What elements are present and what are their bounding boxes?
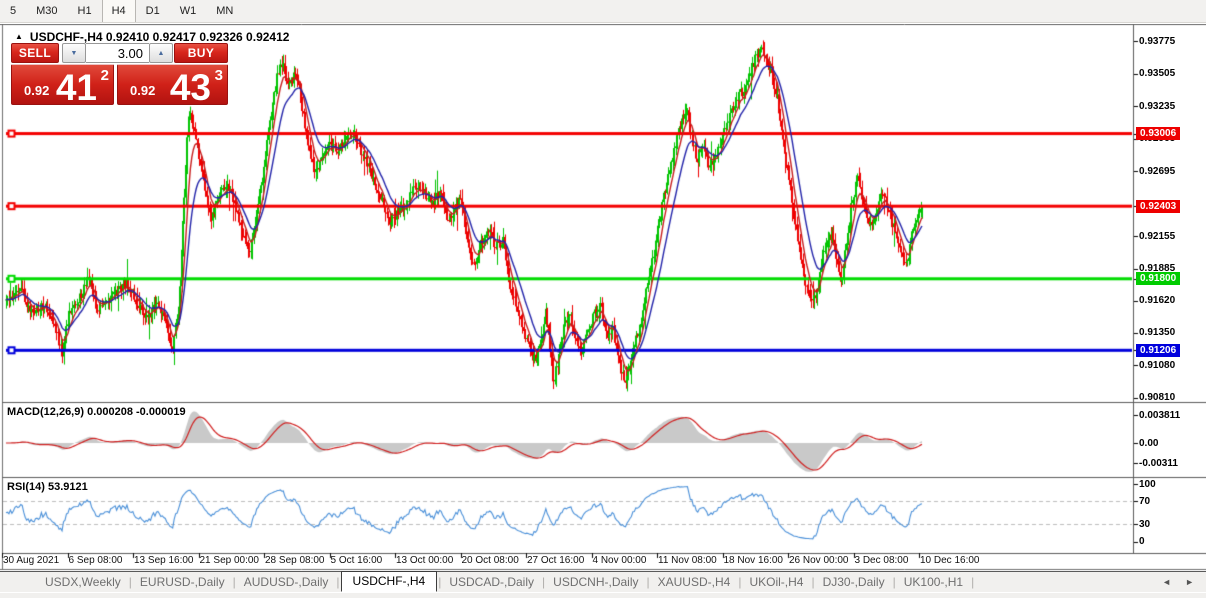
timeframe-button-d1[interactable]: D1 [145,5,160,17]
date-label: 3 Dec 08:00 [854,555,909,566]
price-tick-label: 0.93235 [1139,100,1176,112]
volume-input[interactable] [86,43,149,63]
one-click-trade-panel: SELL ▼ ▲ BUY 0.92 41 2 0.92 43 [11,43,228,105]
price-tick-label: 0.92695 [1139,165,1176,177]
timeframe-button-w1[interactable]: W1 [179,5,197,17]
arrow-up-icon: ▲ [157,49,165,57]
date-label: 13 Sep 16:00 [134,555,194,566]
macd-label: MACD(12,26,9) 0.000208 -0.000019 [7,406,186,418]
date-label: 13 Oct 00:00 [396,555,454,566]
timeframe-button-h1[interactable]: H1 [77,5,92,17]
rsi-tick-label: 70 [1139,495,1151,507]
ask-price-panel: 0.92 43 3 [117,64,228,105]
volume-increase-button[interactable]: ▲ [149,43,173,63]
price-tick-label: 0.93505 [1139,68,1176,79]
date-label: 20 Oct 08:00 [461,555,519,566]
tab-separator: | [971,575,975,589]
status-strip [0,592,1206,598]
chart-tab-eurusddaily[interactable]: EURUSD-,Daily [139,575,225,589]
macd-tick-label: 0.003811 [1139,409,1181,421]
date-label: 21 Sep 00:00 [199,555,260,566]
chart-window: ▲ USDCHF-,H4 0.92410 0.92417 0.92326 0.9… [0,24,1206,571]
price-tick-label: 0.91620 [1139,295,1176,307]
date-label: 4 Nov 00:00 [592,555,647,566]
ask-price-prefix: 0.92 [130,83,156,98]
tab-separator: | [738,575,742,589]
date-label: 6 Sep 08:00 [68,555,123,566]
timeframe-button-m30[interactable]: M30 [36,5,58,17]
chart-title: ▲ USDCHF-,H4 0.92410 0.92417 0.92326 0.9… [15,30,289,44]
price-tick-label: 0.90810 [1139,392,1176,404]
collapse-arrow-icon[interactable]: ▲ [15,32,23,41]
level-price-badge: 0.93006 [1136,127,1181,141]
ask-price-pip: 3 [214,67,223,84]
macd-tick-label: 0.00 [1139,437,1159,449]
tab-scroll-right-icon[interactable]: ► [1185,577,1194,587]
tab-scroll-left-icon[interactable]: ◄ [1162,577,1172,587]
bid-price-prefix: 0.92 [24,83,50,98]
chart-tab-uk100h1[interactable]: UK100-,H1 [903,575,964,589]
level-price-badge: 0.91800 [1136,272,1181,286]
level-price-badge: 0.91206 [1136,343,1181,357]
price-tick-label: 0.92155 [1139,230,1176,242]
tab-separator: | [336,575,340,589]
tab-separator: | [128,575,132,589]
chart-tab-audusddaily[interactable]: AUDUSD-,Daily [243,575,329,589]
tab-separator: | [811,575,815,589]
timeframe-button-5[interactable]: 5 [10,5,17,17]
tab-separator: | [542,575,546,589]
ask-price-big: 43 [169,67,211,105]
price-tick-label: 0.93775 [1139,35,1176,47]
rsi-tick-label: 0 [1139,536,1145,547]
date-label: 5 Oct 16:00 [330,555,383,566]
level-price-badge: 0.92403 [1136,199,1181,213]
chart-tab-usdchfh4[interactable]: USDCHF-,H4 [340,570,438,592]
bid-price-big: 41 [55,67,97,105]
chart-tab-usdxweekly[interactable]: USDX,Weekly [45,575,121,589]
chart-tab-dj30daily[interactable]: DJ30-,Daily [822,575,885,589]
date-label: 18 Nov 16:00 [723,555,784,566]
instrument-tab-bar: USDX,Weekly | EURUSD-,Daily | AUDUSD-,Daily |… [0,570,1206,592]
date-label: 30 Aug 2021 [3,555,60,566]
tab-separator: | [892,575,896,589]
rsi-tick-label: 100 [1139,478,1156,490]
volume-decrease-button[interactable]: ▼ [62,43,86,63]
tab-scroll-arrows: ◄ ► [1162,577,1194,587]
symbol-ohlc-text: USDCHF-,H4 0.92410 0.92417 0.92326 0.924… [29,30,290,44]
tab-separator: | [232,575,236,589]
sell-button[interactable]: SELL [11,43,59,63]
rsi-label: RSI(14) 53.9121 [7,481,88,493]
price-chart-canvas[interactable] [0,24,1206,571]
price-tick-label: 0.91080 [1139,359,1176,371]
bid-price-panel: 0.92 41 2 [11,64,114,105]
chart-tab-usdcaddaily[interactable]: USDCAD-,Daily [449,575,535,589]
timeframe-toolbar: 5 M30 H1 H4 D1 W1 MN [0,0,1206,23]
date-label: 26 Nov 00:00 [789,555,849,566]
date-label: 10 Dec 16:00 [920,555,980,566]
date-label: 27 Oct 16:00 [527,555,585,566]
chart-tab-ukoilh4[interactable]: UKOil-,H4 [749,575,804,589]
date-label: 28 Sep 08:00 [265,555,325,566]
arrow-down-icon: ▼ [70,49,78,57]
chart-tab-usdcnhdaily[interactable]: USDCNH-,Daily [553,575,639,589]
chart-tab-xauusdh4[interactable]: XAUUSD-,H4 [657,575,731,589]
buy-button[interactable]: BUY [174,43,228,63]
price-tick-label: 0.91350 [1139,327,1176,339]
price-tick-label: 0.91885 [1139,263,1176,275]
tab-separator: | [646,575,650,589]
timeframe-button-h4[interactable]: H4 [101,0,136,22]
timeframe-button-mn[interactable]: MN [216,5,234,17]
macd-tick-label: -0.00311 [1139,457,1178,469]
bid-price-pip: 2 [100,67,109,84]
tab-separator: | [438,575,442,589]
rsi-tick-label: 30 [1139,518,1151,530]
date-label: 11 Nov 08:00 [658,555,717,566]
